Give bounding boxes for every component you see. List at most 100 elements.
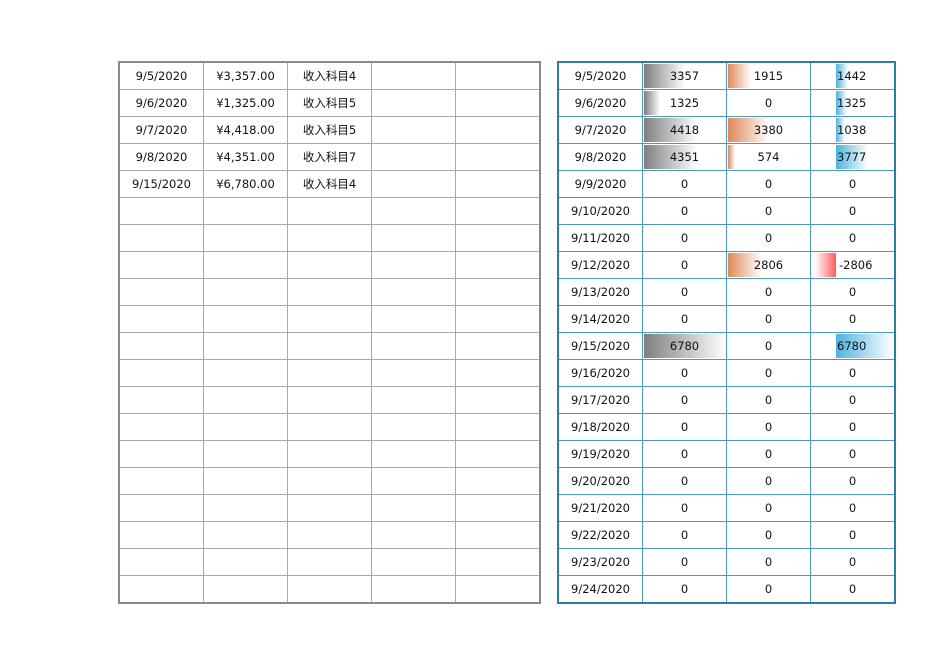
cell-date[interactable]: 9/7/2020: [557, 116, 643, 144]
cell-expense[interactable]: 574: [726, 143, 811, 171]
cell-date[interactable]: [118, 251, 204, 279]
cell-balance[interactable]: 1325: [810, 89, 896, 117]
cell-income[interactable]: 4351: [642, 143, 727, 171]
cell-category[interactable]: [287, 386, 372, 414]
cell-expense[interactable]: 0: [726, 548, 811, 576]
cell-balance[interactable]: 0: [810, 359, 896, 387]
cell-date[interactable]: [118, 575, 204, 604]
cell-date[interactable]: 9/14/2020: [557, 305, 643, 333]
cell-expense[interactable]: 0: [726, 224, 811, 252]
cell-date[interactable]: 9/19/2020: [557, 440, 643, 468]
cell-expense[interactable]: 0: [726, 170, 811, 198]
cell-expense[interactable]: 2806: [726, 251, 811, 279]
cell-amount[interactable]: [203, 521, 288, 549]
cell-balance[interactable]: 0: [810, 413, 896, 441]
cell-date[interactable]: [118, 224, 204, 252]
cell-income[interactable]: 0: [642, 359, 727, 387]
cell-income[interactable]: 0: [642, 197, 727, 225]
cell-c4[interactable]: [371, 305, 456, 333]
cell-category[interactable]: [287, 197, 372, 225]
cell-category[interactable]: 收入科目5: [287, 116, 372, 144]
cell-date[interactable]: 9/17/2020: [557, 386, 643, 414]
cell-c4[interactable]: [371, 224, 456, 252]
cell-date[interactable]: 9/9/2020: [557, 170, 643, 198]
cell-balance[interactable]: 1442: [810, 61, 896, 90]
cell-income[interactable]: 0: [642, 575, 727, 604]
cell-date[interactable]: 9/11/2020: [557, 224, 643, 252]
cell-c5[interactable]: [455, 61, 541, 90]
cell-category[interactable]: [287, 467, 372, 495]
cell-c5[interactable]: [455, 251, 541, 279]
cell-c4[interactable]: [371, 467, 456, 495]
cell-balance[interactable]: 3777: [810, 143, 896, 171]
cell-date[interactable]: 9/18/2020: [557, 413, 643, 441]
cell-date[interactable]: [118, 413, 204, 441]
cell-expense[interactable]: 0: [726, 413, 811, 441]
cell-amount[interactable]: ¥3,357.00: [203, 61, 288, 90]
cell-c4[interactable]: [371, 143, 456, 171]
cell-amount[interactable]: ¥4,351.00: [203, 143, 288, 171]
cell-c5[interactable]: [455, 305, 541, 333]
cell-balance[interactable]: 0: [810, 224, 896, 252]
cell-c4[interactable]: [371, 440, 456, 468]
cell-income[interactable]: 0: [642, 386, 727, 414]
cell-category[interactable]: [287, 413, 372, 441]
cell-c5[interactable]: [455, 521, 541, 549]
cell-amount[interactable]: [203, 251, 288, 279]
cell-date[interactable]: 9/15/2020: [557, 332, 643, 360]
cell-balance[interactable]: 6780: [810, 332, 896, 360]
cell-expense[interactable]: 0: [726, 305, 811, 333]
cell-balance[interactable]: 1038: [810, 116, 896, 144]
cell-category[interactable]: [287, 494, 372, 522]
cell-c5[interactable]: [455, 116, 541, 144]
cell-c5[interactable]: [455, 440, 541, 468]
cell-category[interactable]: 收入科目4: [287, 170, 372, 198]
cell-income[interactable]: 6780: [642, 332, 727, 360]
cell-c4[interactable]: [371, 359, 456, 387]
cell-category[interactable]: [287, 440, 372, 468]
cell-amount[interactable]: ¥4,418.00: [203, 116, 288, 144]
cell-category[interactable]: [287, 305, 372, 333]
cell-date[interactable]: [118, 305, 204, 333]
cell-amount[interactable]: [203, 305, 288, 333]
cell-income[interactable]: 3357: [642, 61, 727, 90]
cell-balance[interactable]: 0: [810, 197, 896, 225]
cell-c4[interactable]: [371, 575, 456, 604]
cell-date[interactable]: 9/24/2020: [557, 575, 643, 604]
cell-balance[interactable]: 0: [810, 494, 896, 522]
cell-category[interactable]: [287, 521, 372, 549]
cell-date[interactable]: [118, 467, 204, 495]
cell-c4[interactable]: [371, 89, 456, 117]
cell-date[interactable]: [118, 440, 204, 468]
cell-date[interactable]: [118, 278, 204, 306]
cell-amount[interactable]: [203, 278, 288, 306]
cell-expense[interactable]: 0: [726, 332, 811, 360]
cell-date[interactable]: 9/13/2020: [557, 278, 643, 306]
cell-c4[interactable]: [371, 116, 456, 144]
cell-date[interactable]: [118, 332, 204, 360]
cell-category[interactable]: [287, 224, 372, 252]
cell-date[interactable]: 9/23/2020: [557, 548, 643, 576]
cell-amount[interactable]: [203, 548, 288, 576]
cell-expense[interactable]: 0: [726, 197, 811, 225]
cell-c4[interactable]: [371, 278, 456, 306]
cell-expense[interactable]: 0: [726, 278, 811, 306]
cell-c5[interactable]: [455, 413, 541, 441]
cell-date[interactable]: 9/15/2020: [118, 170, 204, 198]
cell-date[interactable]: [118, 386, 204, 414]
cell-c4[interactable]: [371, 548, 456, 576]
cell-c5[interactable]: [455, 386, 541, 414]
cell-income[interactable]: 0: [642, 413, 727, 441]
cell-date[interactable]: 9/5/2020: [557, 61, 643, 90]
cell-balance[interactable]: 0: [810, 386, 896, 414]
cell-income[interactable]: 0: [642, 494, 727, 522]
cell-c4[interactable]: [371, 197, 456, 225]
cell-c5[interactable]: [455, 494, 541, 522]
cell-c5[interactable]: [455, 143, 541, 171]
cell-expense[interactable]: 0: [726, 494, 811, 522]
cell-c4[interactable]: [371, 413, 456, 441]
cell-category[interactable]: 收入科目4: [287, 61, 372, 90]
cell-income[interactable]: 0: [642, 251, 727, 279]
cell-income[interactable]: 4418: [642, 116, 727, 144]
cell-amount[interactable]: [203, 494, 288, 522]
